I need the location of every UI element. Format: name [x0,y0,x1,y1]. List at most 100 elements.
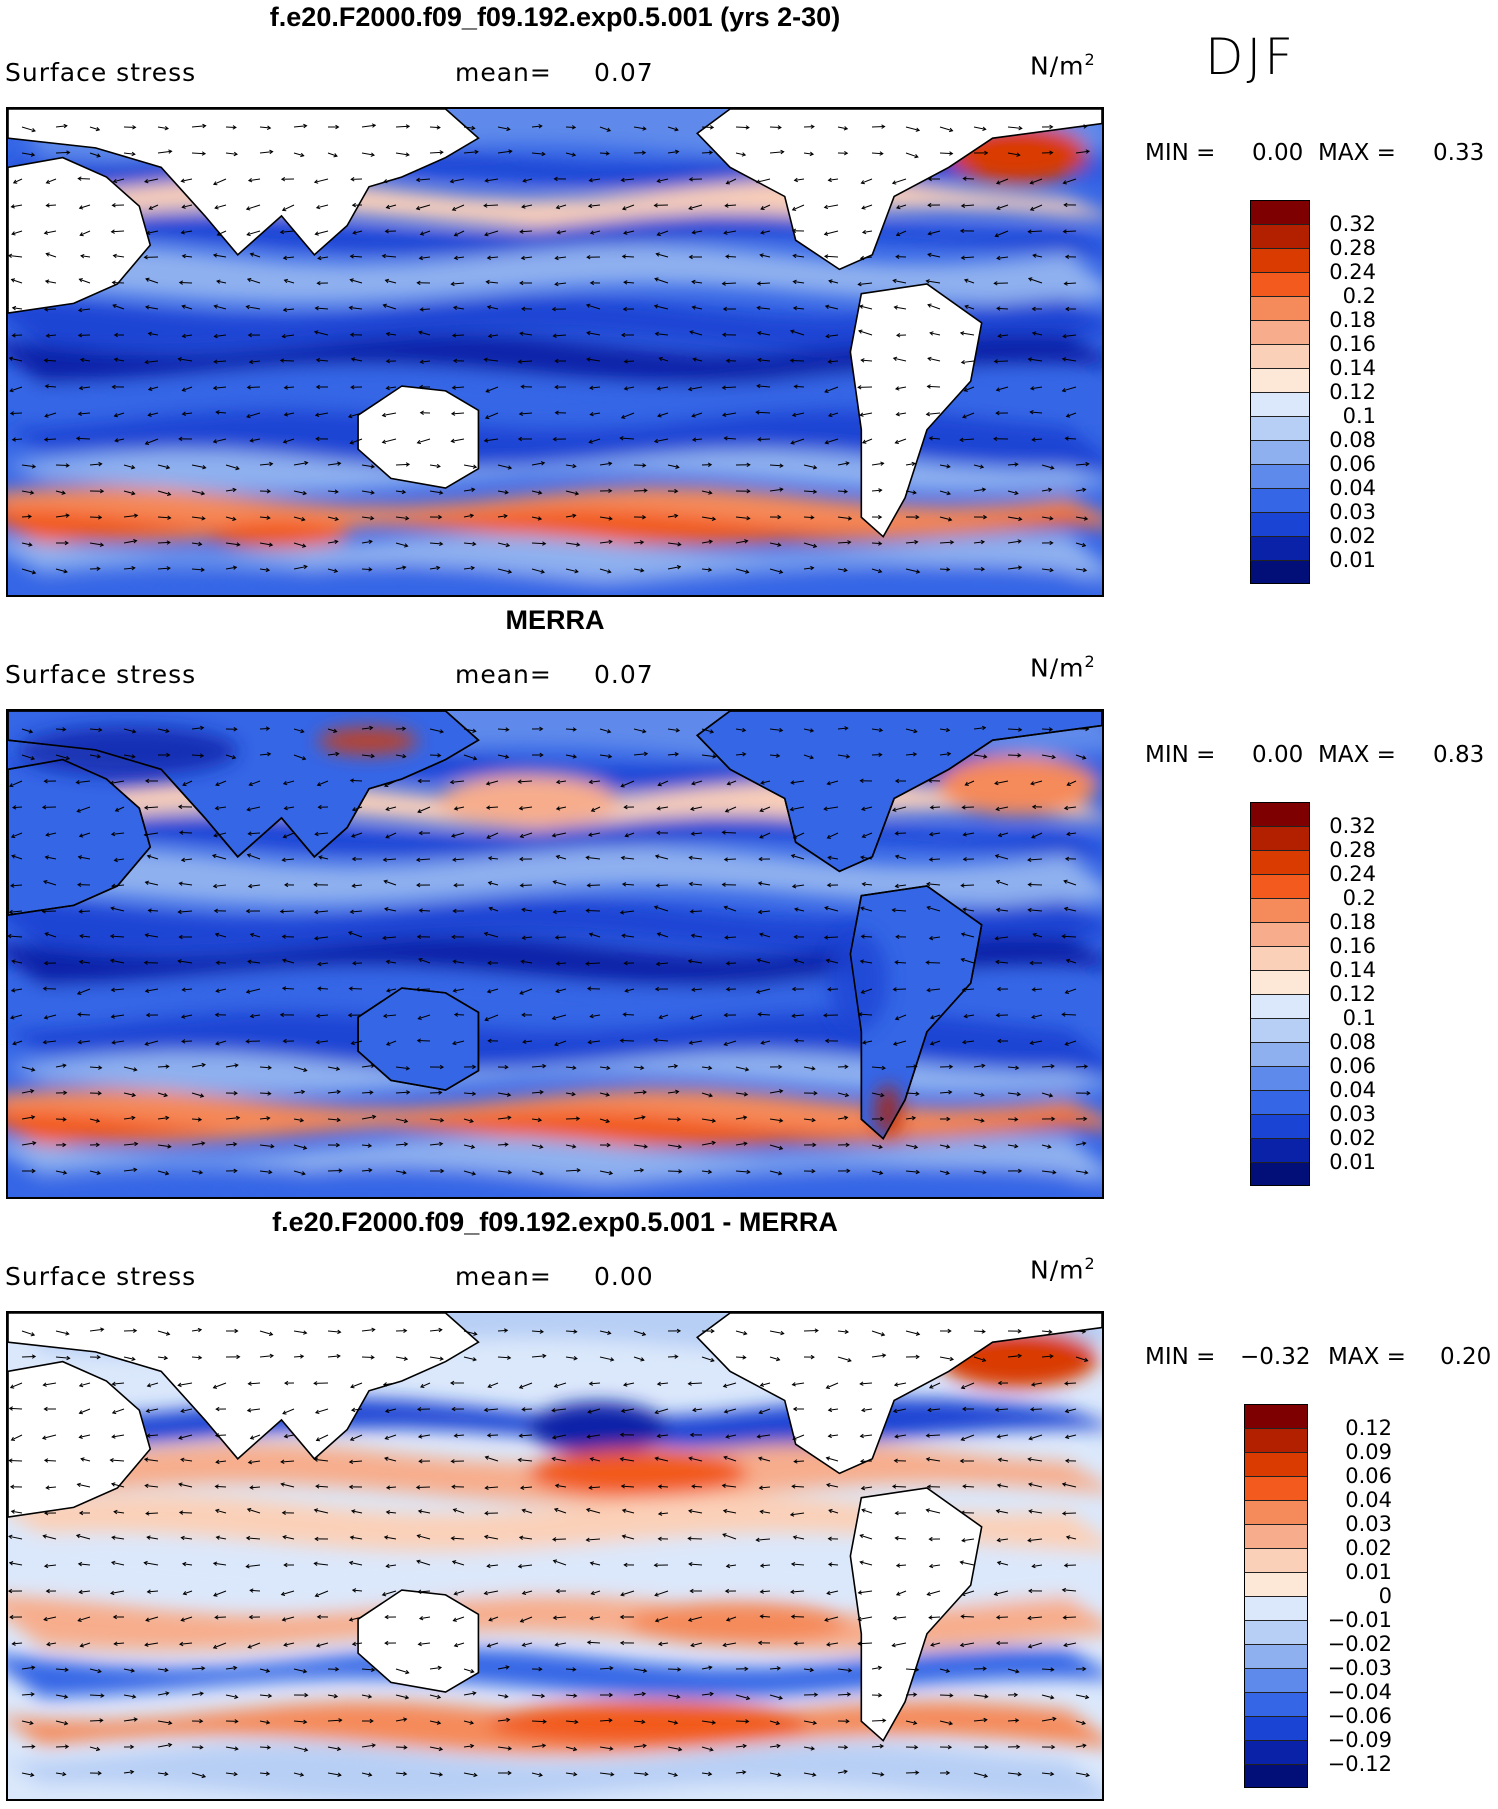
colorbar-swatch [1250,994,1310,1018]
colorbar-swatch [1250,200,1310,224]
colorbar-swatch [1244,1476,1308,1500]
panel-2-min-value: 0.00 [1252,742,1304,768]
colorbar-label: 0.28 [1329,838,1376,862]
wind-vectors [8,725,1091,1176]
panel-3-map [6,1311,1104,1801]
colorbar-swatch [1250,296,1310,320]
colorbar-swatch [1250,874,1310,898]
panel-2-max-label: MAX = [1318,742,1396,768]
colorbar-label: 0.08 [1329,1030,1376,1054]
colorbar-label: 0.12 [1329,982,1376,1006]
panel-3-max-label: MAX = [1328,1344,1406,1370]
panel-2-variable: Surface stress [5,660,197,689]
colorbar-swatch [1244,1644,1308,1668]
wind-vectors [8,1327,1090,1779]
colorbar-label: −0.06 [1327,1704,1392,1728]
colorbar-swatch [1250,248,1310,272]
colorbar-swatch [1250,464,1310,488]
colorbar-label: 0.24 [1329,862,1376,886]
panel-2-mean-value: 0.07 [594,660,654,689]
colorbar-label: 0.32 [1329,814,1376,838]
colorbar-swatch [1244,1764,1308,1788]
colorbar-label: −0.04 [1327,1680,1392,1704]
panel-1-min-label: MIN = [1145,140,1216,166]
colorbar-label: 0.03 [1345,1512,1392,1536]
colorbar-swatch [1250,344,1310,368]
colorbar-label: −0.02 [1327,1632,1392,1656]
panel-1-units: N/m2 [1030,50,1096,81]
land-masses [8,109,1102,538]
panel-2-map [6,709,1104,1199]
colorbar-label: 0.01 [1345,1560,1392,1584]
colorbar-label: 0.12 [1345,1416,1392,1440]
colorbar-swatch [1250,272,1310,296]
colorbar-label: −0.12 [1327,1752,1392,1776]
colorbar-swatch [1250,802,1310,826]
colorbar-swatch [1244,1716,1308,1740]
colorbar-label: 0.14 [1329,356,1376,380]
colorbar-label: 0.28 [1329,236,1376,260]
colorbar-swatch [1250,1138,1310,1162]
panel-3-min-value: −0.32 [1240,1344,1311,1370]
colorbar-label: 0.2 [1342,886,1376,910]
colorbar-swatch [1250,1090,1310,1114]
colorbar-swatch [1250,970,1310,994]
panel-3-map-svg [8,1313,1102,1799]
panel-2-mean-label: mean= [455,660,552,689]
colorbar-swatch [1244,1620,1308,1644]
colorbar-label: 0.06 [1345,1464,1392,1488]
colorbar-swatch [1244,1428,1308,1452]
colorbar-label: 0.03 [1329,1102,1376,1126]
colorbar-swatch [1250,560,1310,584]
colorbar-swatch [1244,1572,1308,1596]
panel-2-title: MERRA [505,605,605,635]
colorbar-label: 0.01 [1329,1150,1376,1174]
colorbar-label: 0.24 [1329,260,1376,284]
colorbar-label: −0.09 [1327,1728,1392,1752]
colorbar-label: 0.18 [1329,308,1376,332]
panel-3-units: N/m2 [1030,1254,1096,1285]
colorbar-swatch [1244,1452,1308,1476]
colorbar-swatch [1250,320,1310,344]
colorbar-label: 0.1 [1342,404,1376,428]
panel-1-map [6,107,1104,597]
colorbar-swatch [1244,1404,1308,1428]
colorbar-label: −0.01 [1327,1608,1392,1632]
panel-2-min-label: MIN = [1145,742,1216,768]
colorbar-swatch [1250,1162,1310,1186]
colorbar-label: 0.06 [1329,1054,1376,1078]
colorbar-label: 0 [1378,1584,1392,1608]
colorbar-swatch [1250,224,1310,248]
colorbar-swatch [1250,440,1310,464]
colorbar-swatch [1244,1548,1308,1572]
colorbar-swatch [1244,1740,1308,1764]
colorbar-swatch [1250,898,1310,922]
colorbar-label: 0.01 [1329,548,1376,572]
panel-1-max-label: MAX = [1318,140,1396,166]
colorbar-swatch [1250,368,1310,392]
panel-1-mean-value: 0.07 [594,58,654,87]
panel-1-min-value: 0.00 [1252,140,1304,166]
colorbar-swatch [1250,536,1310,560]
panel-3-min-label: MIN = [1145,1344,1216,1370]
colorbar-swatch [1244,1524,1308,1548]
colorbar-label: 0.12 [1329,380,1376,404]
colorbar-label: 0.04 [1345,1488,1392,1512]
colorbar-label: 0.02 [1329,1126,1376,1150]
colorbar-label: 0.16 [1329,934,1376,958]
colorbar-label: 0.04 [1329,476,1376,500]
colorbar-label: 0.06 [1329,452,1376,476]
colorbar-label: 0.03 [1329,500,1376,524]
colorbar-label: 0.18 [1329,910,1376,934]
panel-3-mean-value: 0.00 [594,1262,654,1291]
panel-3-title: f.e20.F2000.f09_f09.192.exp0.5.001 - MER… [272,1207,838,1237]
colorbar-label: 0.02 [1345,1536,1392,1560]
panel-2-map-svg [8,711,1102,1197]
panel-1-title: f.e20.F2000.f09_f09.192.exp0.5.001 (yrs … [269,2,841,32]
colorbar-swatch [1250,1066,1310,1090]
colorbar-swatch [1250,946,1310,970]
land-masses [8,1313,1102,1742]
colorbar-swatch [1250,1042,1310,1066]
colorbar-swatch [1250,850,1310,874]
panel-1-max-value: 0.33 [1433,140,1485,166]
